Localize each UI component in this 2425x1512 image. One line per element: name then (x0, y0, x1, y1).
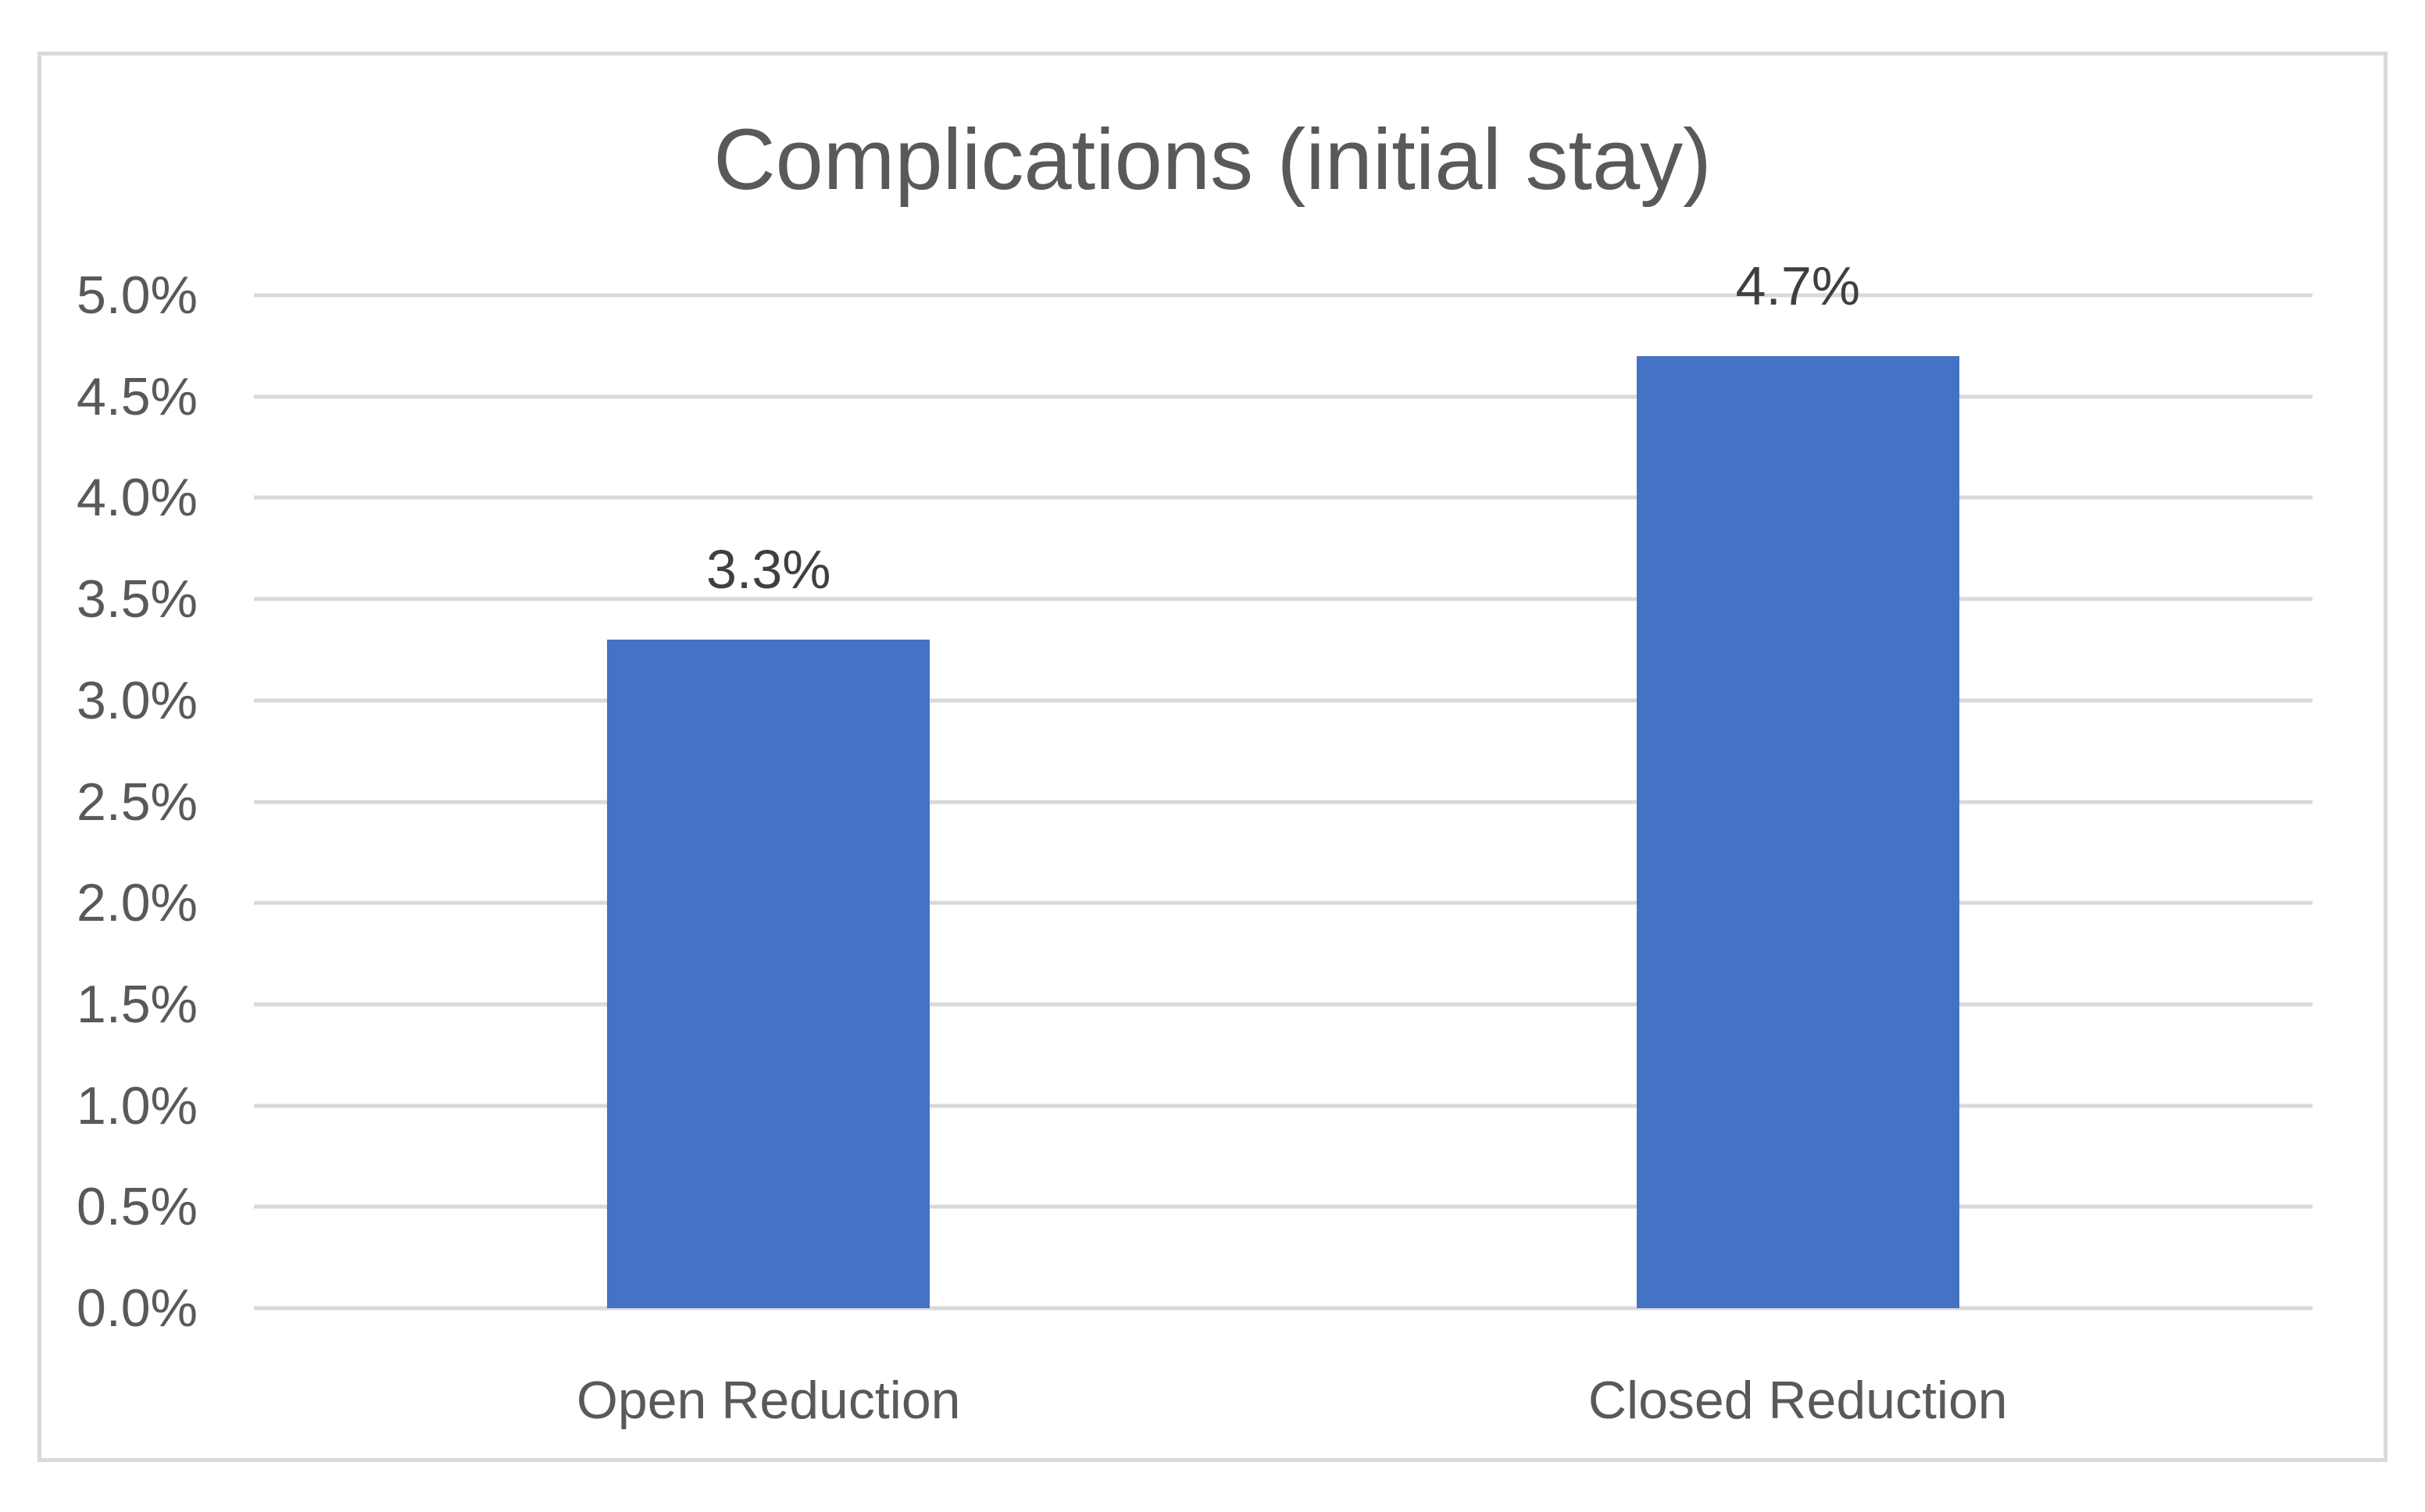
gridline (254, 293, 2312, 298)
y-tick-label: 3.0% (77, 670, 198, 730)
y-tick-label: 2.5% (77, 772, 198, 832)
y-tick-label: 2.0% (77, 873, 198, 933)
gridline (254, 900, 2312, 905)
gridline (254, 1104, 2312, 1108)
x-category-label: Open Reduction (577, 1371, 961, 1430)
gridline (254, 495, 2312, 500)
y-tick-label: 0.0% (77, 1278, 198, 1338)
x-category-label: Closed Reduction (1588, 1371, 2008, 1430)
gridline (254, 394, 2312, 399)
bar-closed-reduction (1636, 355, 1959, 1308)
chart-frame: Complications (initial stay) 0.0% 0.5% 1.0… (38, 52, 2388, 1462)
gridline (254, 698, 2312, 703)
y-tick-label: 4.5% (77, 366, 198, 426)
y-tick-label: 3.5% (77, 569, 198, 629)
y-tick-label: 1.5% (77, 974, 198, 1034)
y-axis: 0.0% 0.5% 1.0% 1.5% 2.0% 2.5% 3.0% 3.5% 4.0% 4.5%… (41, 269, 198, 1335)
y-tick-label: 4.0% (77, 468, 198, 528)
x-axis: Open Reduction Closed Reduction (254, 1308, 2312, 1433)
bar-value-label: 4.7% (1735, 255, 1861, 316)
gridline (254, 597, 2312, 601)
chart-title: Complications (initial stay) (713, 112, 1712, 208)
y-tick-label: 1.0% (77, 1075, 198, 1136)
x-axis-line (254, 1306, 2312, 1311)
gridline (254, 1204, 2312, 1209)
bar-open-reduction (607, 639, 930, 1308)
bar-value-label: 3.3% (705, 538, 831, 600)
y-tick-label: 0.5% (77, 1177, 198, 1237)
gridline (254, 800, 2312, 804)
plot-area: 3.3% 4.7% (254, 259, 2312, 1311)
y-tick-label: 5.0% (77, 266, 198, 325)
gridline (254, 1002, 2312, 1007)
